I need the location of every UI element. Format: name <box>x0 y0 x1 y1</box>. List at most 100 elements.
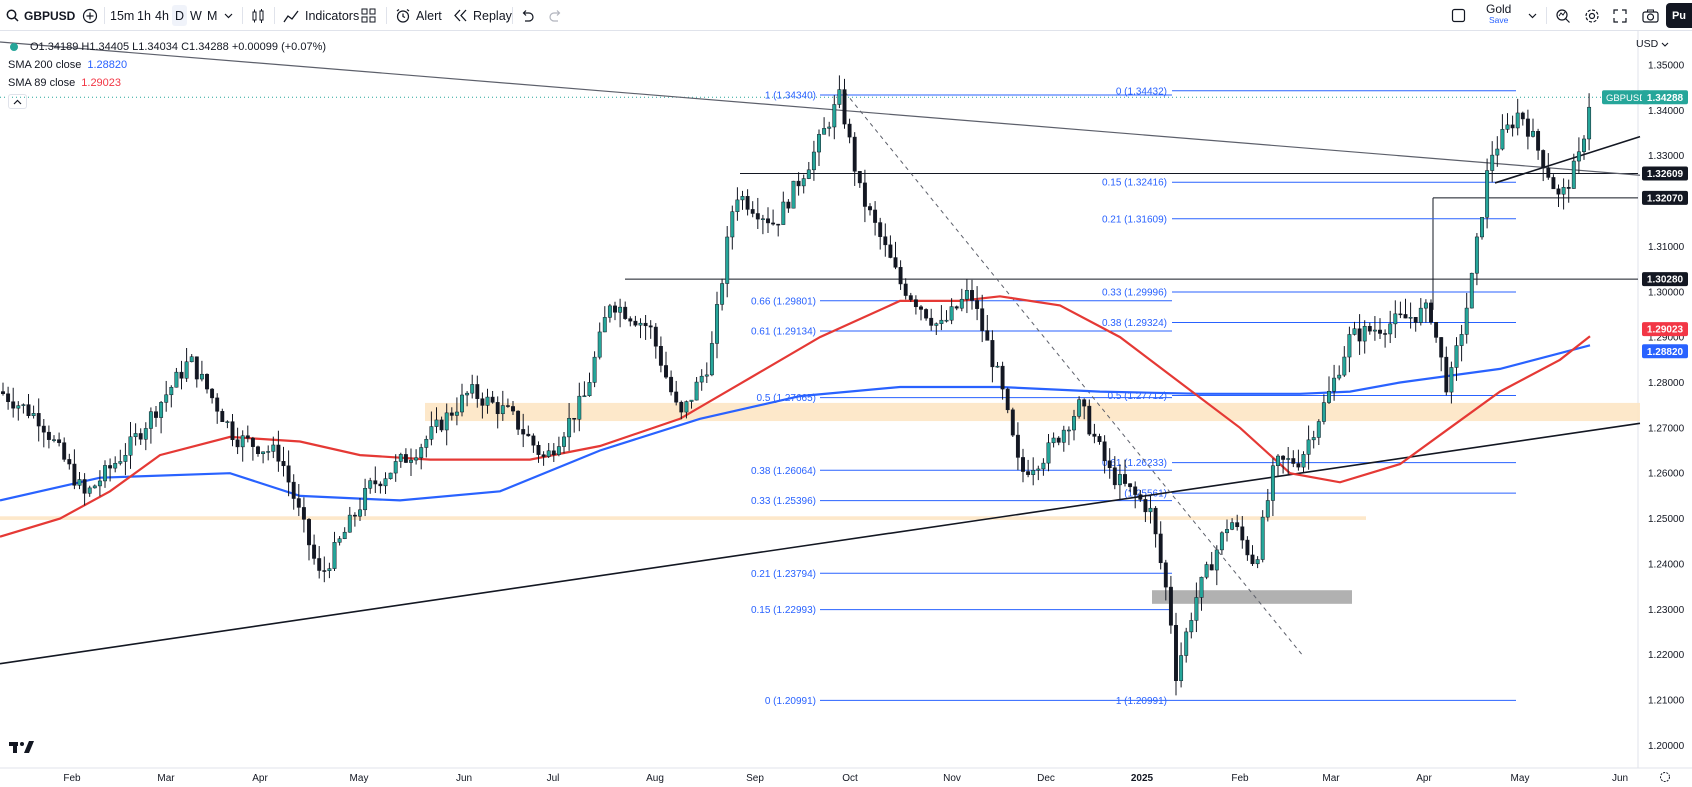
candle-body <box>148 411 153 429</box>
candle-body <box>832 104 837 128</box>
indicators-label: Indicators <box>305 8 360 23</box>
candle-body <box>745 196 750 210</box>
time-tick-12: Feb <box>1231 773 1249 784</box>
tradingview-logo[interactable] <box>9 740 35 758</box>
trendline-lower <box>0 422 1641 665</box>
sma200-legend[interactable]: SMA 200 close 1.28820 <box>8 56 326 74</box>
candle-body <box>740 196 745 201</box>
candle-body <box>36 413 41 427</box>
axis-settings-icon <box>1660 772 1670 782</box>
undo-button[interactable] <box>520 5 534 26</box>
candle-body <box>1148 507 1153 513</box>
templates-button[interactable] <box>361 5 376 26</box>
candle-body <box>67 459 72 465</box>
candle-body <box>296 498 301 508</box>
candle-body <box>138 433 143 440</box>
fullscreen-toggle[interactable] <box>1451 5 1466 26</box>
price-label-text-3: 1.32070 <box>1647 193 1684 204</box>
layout-dropdown[interactable] <box>1528 5 1537 26</box>
candle-body <box>760 218 765 220</box>
candle-body <box>1520 112 1525 120</box>
candle-body <box>1235 522 1240 528</box>
price-label-1 <box>1642 90 1688 105</box>
settings-button[interactable] <box>1584 5 1600 26</box>
price-label-text-4: 1.30280 <box>1647 275 1684 286</box>
candle-body <box>776 223 781 226</box>
candle-body <box>388 472 393 479</box>
candle-body <box>87 487 92 494</box>
candle-body <box>1245 539 1250 556</box>
tf-w[interactable]: W <box>190 5 202 26</box>
tf-4h[interactable]: 4h <box>155 5 169 26</box>
sma89-legend[interactable]: SMA 89 close 1.29023 <box>8 74 326 92</box>
avatar[interactable]: Pu <box>1666 3 1692 28</box>
candle-body <box>1429 302 1433 323</box>
candle-body <box>1551 177 1556 190</box>
expand-icon <box>1613 8 1627 23</box>
candle-body <box>1000 365 1005 390</box>
candle-body <box>378 483 383 487</box>
candle-body <box>485 396 490 406</box>
fullscreen-button[interactable] <box>1613 5 1627 26</box>
quick-search-button[interactable] <box>1555 5 1571 26</box>
candle-body <box>230 421 235 440</box>
zone-1 <box>0 516 1366 520</box>
redo-button[interactable] <box>549 5 563 26</box>
price-chart[interactable]: 1 (1.34340) 0.66 (1.29801) 0.61 (1.29134) 0… <box>0 31 1692 787</box>
symbol-search[interactable]: GBPUSD <box>6 5 75 26</box>
candle-body <box>52 439 56 441</box>
price-tick-1: 1.34000 <box>1648 106 1685 117</box>
candle-body <box>643 322 648 327</box>
tf-d[interactable]: D <box>172 5 188 26</box>
candle-body <box>490 396 495 403</box>
candle-body <box>210 388 215 399</box>
candle-body <box>674 391 679 403</box>
candle-body <box>409 459 413 463</box>
candle-body <box>174 371 179 388</box>
candle-body <box>1077 399 1082 417</box>
market-status-dot <box>10 43 18 51</box>
candle-body <box>735 199 740 212</box>
candle-body <box>704 374 709 377</box>
candle-body <box>1311 437 1316 441</box>
square-icon <box>1451 8 1466 23</box>
tf-1h-label: 1h <box>137 8 151 23</box>
timeframe-dropdown[interactable] <box>224 5 233 26</box>
chart-type-button[interactable] <box>250 5 266 26</box>
indicators-button[interactable]: Indicators <box>283 5 359 26</box>
candle-body <box>1005 388 1010 411</box>
candle-body <box>429 426 434 440</box>
candle-body <box>1286 458 1291 460</box>
candle-body <box>225 421 230 423</box>
candle-body <box>220 411 225 422</box>
replay-label: Replay <box>473 8 512 23</box>
candle-body <box>92 485 97 489</box>
tf-m[interactable]: M <box>207 5 217 26</box>
price-tick-2: 1.33000 <box>1648 151 1685 162</box>
time-tick-9: Nov <box>943 773 961 784</box>
tf-1h[interactable]: 1h <box>137 5 151 26</box>
tf-15m[interactable]: 15m <box>110 5 134 26</box>
candle-body <box>21 404 26 406</box>
candle-body <box>1031 470 1036 475</box>
candle-body <box>1189 620 1194 633</box>
candle-body <box>556 446 561 455</box>
candle-body <box>133 433 138 438</box>
candle-body <box>730 211 735 238</box>
currency-selector[interactable]: USD <box>1636 38 1669 50</box>
price-tick-14: 1.21000 <box>1648 695 1685 706</box>
alert-button[interactable]: Alert <box>395 5 442 26</box>
candle-body <box>1240 526 1245 541</box>
candle-body <box>1153 507 1158 535</box>
collapse-legend-button[interactable] <box>8 94 27 109</box>
candle-body <box>1087 405 1092 435</box>
snapshot-button[interactable] <box>1642 5 1659 26</box>
compare-button[interactable] <box>82 5 98 26</box>
candle-body <box>1444 356 1449 393</box>
candle-body <box>1418 307 1423 323</box>
candle-body <box>883 236 888 246</box>
candle-body <box>317 558 322 571</box>
replay-button[interactable]: Replay <box>453 5 512 26</box>
candle-body <box>1204 564 1209 578</box>
layout-name[interactable]: Gold Save <box>1486 3 1511 26</box>
